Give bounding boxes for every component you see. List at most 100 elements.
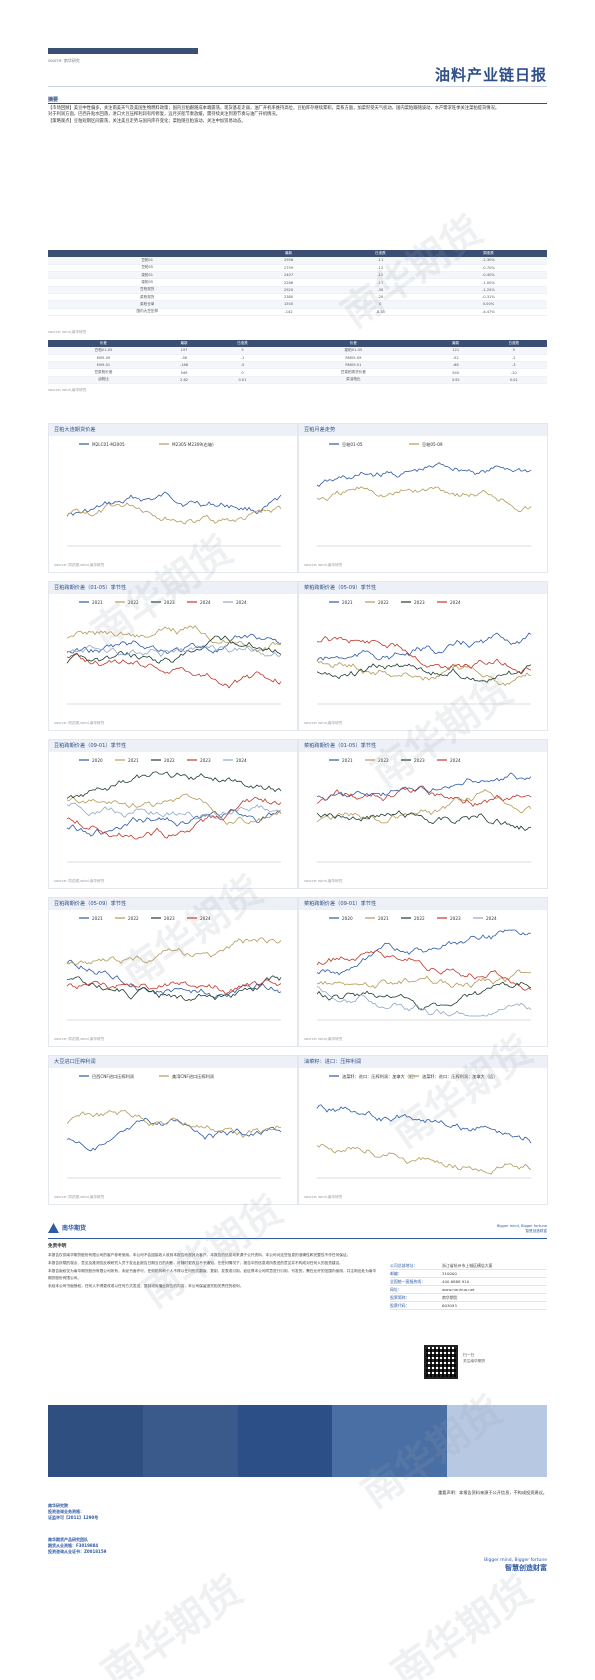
legend-label: M2LC01-M2005 [92,442,125,447]
table-cell: M09-01 [48,361,159,370]
chart-panel-header: 豆粕跨期价差（05-09）季节性 [49,898,297,910]
series-line [316,659,532,686]
color-band [48,1405,547,1477]
summary-paragraph: 对于利润方面，巴西升贴水回落，进口大豆压榨利润有所修复，远月买船节奏放缓，需持续… [48,112,281,118]
chart-svg: 2021 2022 2023 2024 [316,600,532,705]
qr-caption-line: 关注南华期货 [463,1359,486,1363]
chart-panel: 油菜籽：进口：压榨利润油菜籽：进口：压榨利润：加拿大（近） 油菜籽：进口：压榨利润… [298,1055,548,1205]
series-line [66,959,282,999]
series-line [317,969,532,989]
table-cell: -12 [330,271,430,280]
chart-svg: 2020 2021 2022 2023 2024 [316,916,532,1021]
legend-label: 2022 [378,600,389,605]
contact-key: 全国统一客服热线： [390,1278,426,1284]
chart-svg: 2021 2022 2023 2024 [316,758,532,863]
table-cell: -30 [330,286,430,295]
watermark: 南华期货 [383,1567,542,1680]
chart-source: source: 同花顺,wind,南华研究 [54,1195,105,1199]
contact-key: 网址： [390,1286,402,1292]
table-cell: -0.40% [429,271,547,280]
table-cell: -12 [330,264,430,273]
series-line [316,785,532,807]
disclaimer-paragraph: 本报告仅供南华期货股份有限公司的客户参考使用。本公司不会因接收人收到本报告而视其… [48,1253,351,1257]
legend-label: 2024 [236,758,247,763]
series-line [66,979,282,994]
table-cell: M05-09 [48,354,159,363]
series-line [316,949,532,991]
chart-panel: 菜粕跨期价差（01-05）季节性 2021 2022 2023 2024 source: … [298,739,548,889]
qr-caption: 扫一扫 关注南华期货 [463,1352,485,1364]
chart-source: source: 同花顺,wind,南华研究 [54,879,105,883]
legend-label: 2023 [414,600,425,605]
band-block [237,1405,333,1477]
series-line [66,625,282,653]
logo-mark-icon [48,1223,59,1233]
contact-row: 全国统一客服热线： 400 8888 910 [390,1278,547,1286]
chart-title: 豆粕跨期价差（05-09）季节性 [54,901,127,907]
series-line [316,663,532,683]
table-cell: 豆菜粕现货价差 [275,368,431,377]
table-cell: 1500 [246,300,331,309]
table1-source: source: wind,南华研究 [48,330,87,334]
series-line [66,491,282,517]
table-header: 日涨跌 [330,250,430,257]
table-cell: -36 [158,354,210,363]
summary-paragraph: 【市场回顾】美豆中性偏多，关注南美天气及美国生物燃料政策；国内豆粕跟随成本端震荡… [48,106,500,111]
table-cell: 0 [209,368,276,377]
disclaimer-paragraph: 本报告版权仅为南华期货股份有限公司所有，未经书面许可，任何机构和个人不得以任何形… [48,1269,377,1280]
legend-label: 2022 [128,600,139,605]
chart-panel-header: 豆粕跨期价差（09-01）季节性 [49,740,297,752]
table-cell: 菜粕01-05 [275,347,431,355]
chart-svg: 油菜籽：进口：压榨利润：加拿大（近） 油菜籽：进口：压榨利润：加拿大（远） [316,1073,532,1179]
contact-row: 网址： www.nanhua.net [390,1286,547,1294]
legend-label: 2023 [200,758,211,763]
contact-row: 公司总部地址： 浙江省杭州市上城区横店大厦 [390,1262,547,1270]
series-line [316,986,532,1017]
table-cell: RM09-01 [275,361,431,370]
table-cell: 豆粕05 [48,264,247,273]
table-cell: -8.35 [330,308,430,316]
series-line [66,1110,281,1139]
table-header [48,250,247,257]
legend-label: 2020 [342,916,353,921]
chart-panel-header: 豆粕大连期货价差 [49,424,297,436]
chart-panel: 菜粕跨期价差（09-01）季节性 2020 2021 2022 2023 2024 sour… [298,897,548,1047]
disclaimer-paragraph: 本报告所载的观点、意见及推测仅反映研究人员于发出此报告日期当日的判断，可随时更改… [48,1261,343,1266]
series-line [316,1104,532,1144]
table-row: 菜粕01 2407 -12 -0.40% [48,271,547,280]
legend-label: 2024 [450,758,461,763]
table-cell: 2956 [246,257,331,265]
corp-info-2: 南华期货产品研究团队 期货从业资格：F3019884 投资咨询从业证书：Z001… [48,1537,106,1555]
table-cell: 菜粕仓单 [48,300,247,309]
contact-row: 股票代码： 603093 [390,1302,547,1310]
legend-label: 2024 [200,916,211,921]
table-row: 豆粕01-05 197 5 菜粕01-05 121 5 [48,347,547,355]
table-cell: -20 [330,293,430,302]
contact-value: 400 8888 910 [442,1279,470,1284]
title-divider [48,86,547,87]
table-cell: 豆粕01 [48,257,247,265]
series-line [66,793,282,826]
band-block [332,1405,448,1477]
series-line [316,789,532,824]
series-line [66,796,282,840]
series-line [66,802,282,820]
chart-title: 油菜籽：进口：压榨利润 [304,1059,362,1065]
corp-line: 证监许可【2011】1290号 [48,1515,99,1520]
table-header: 日涨跌 [209,340,276,347]
table-row: 油粕比 2.62 0.01 菜油粕比 3.92 0.02 [48,376,547,385]
series-line [66,937,282,965]
table-row: M05-09 -36 -1 RM05-09 -52 -2 [48,354,547,363]
watermark: 南华期货 [93,1567,252,1680]
contact-value: www.nanhua.net [442,1287,475,1292]
chart-source: source: 同花顺,wind,南华研究 [54,721,105,725]
series-line [66,644,282,658]
table-cell: -52 [430,354,481,363]
legend-label: M2305-M2309(右轴) [172,441,214,448]
legend-label: 2021 [128,758,139,763]
chart-source: source: wind,南华研究 [304,879,343,883]
report-title: 油料产业链日报 [434,66,547,84]
legend-label: 2021 [92,916,103,921]
table-header: 最新 [158,340,210,347]
table-cell: -1.25% [429,286,547,295]
